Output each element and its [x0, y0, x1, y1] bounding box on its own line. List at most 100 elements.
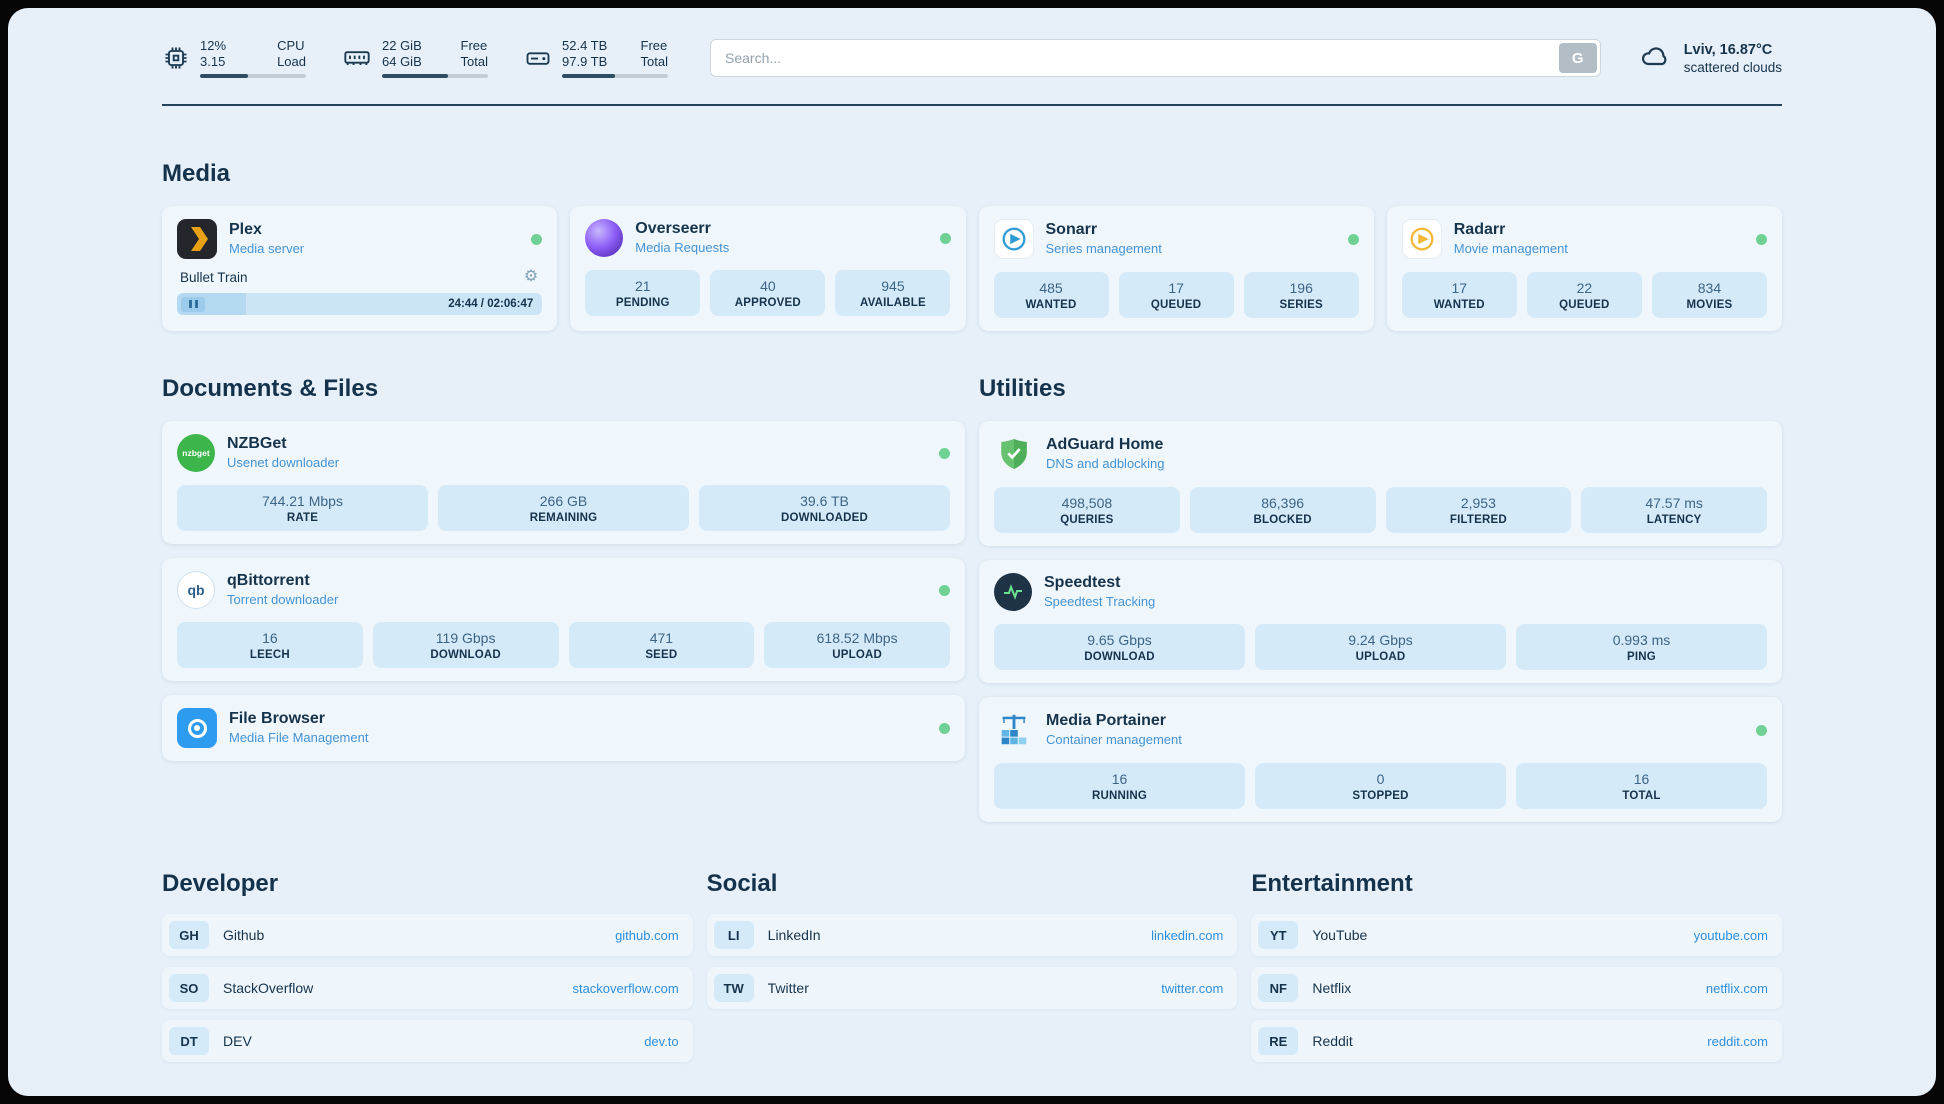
app-subtitle: Media Requests — [635, 240, 730, 256]
stat-label: DOWNLOAD — [430, 649, 501, 661]
bookmark-url[interactable]: stackoverflow.com — [572, 980, 679, 996]
app-subtitle: Container management — [1046, 732, 1182, 748]
bookmark-abbr: NF — [1258, 974, 1299, 1002]
app-name: Speedtest — [1044, 573, 1121, 591]
search-input[interactable] — [710, 39, 1601, 77]
radarr-icon — [1401, 219, 1442, 259]
bookmark-row[interactable]: GH Github github.com — [162, 914, 693, 956]
app-card-qbittorrent[interactable]: qb qBittorrent Torrent downloader 16 LEE — [162, 558, 965, 681]
bookmark-row[interactable]: YT YouTube youtube.com — [1251, 914, 1782, 956]
stat-box: 16 TOTAL — [1516, 763, 1767, 809]
disk-widget: 52.4 TB Free 97.9 TB Total — [524, 38, 668, 78]
stat-box: 0 STOPPED — [1255, 763, 1506, 809]
stat-box: 86,396 BLOCKED — [1189, 487, 1376, 533]
stat-label: QUERIES — [1060, 514, 1114, 526]
bookmark-list: YT YouTube youtube.com NF Netflix netfli… — [1251, 914, 1782, 1062]
bookmark-abbr: DT — [169, 1027, 209, 1055]
stat-label: BLOCKED — [1253, 514, 1312, 526]
bookmark-row[interactable]: SO StackOverflow stackoverflow.com — [162, 967, 693, 1009]
pause-icon[interactable] — [181, 296, 205, 312]
stat-value: 266 GB — [539, 493, 588, 509]
stat-value: 17 — [1168, 280, 1184, 296]
stat-row: 16 LEECH 119 Gbps DOWNLOAD 471 SEE — [177, 622, 950, 668]
app-card-radarr[interactable]: Radarr Movie management 17 WANTED 22 — [1386, 206, 1782, 331]
stat-box: 485 WANTED — [993, 272, 1109, 318]
bookmark-url[interactable]: twitter.com — [1161, 980, 1224, 996]
nzbget-icon: nzbget — [177, 434, 215, 472]
stat-value: 86,396 — [1261, 495, 1305, 511]
stat-label: FILTERED — [1449, 514, 1507, 526]
bookmark-row[interactable]: NF Netflix netflix.com — [1251, 967, 1782, 1009]
app-card-plex[interactable]: Plex Media server Bullet Train ⚙ 24:44 /… — [162, 206, 558, 331]
app-card-overseerr[interactable]: Overseerr Media Requests 21 PENDING — [570, 206, 966, 331]
bookmark-abbr: LI — [713, 921, 754, 949]
stat-value: 485 — [1039, 280, 1063, 296]
stat-value: 945 — [881, 278, 905, 294]
stat-box: 498,508 QUERIES — [994, 487, 1180, 533]
bookmark-name: YouTube — [1312, 927, 1368, 943]
stat-value: 22 — [1576, 280, 1593, 296]
app-card-portainer[interactable]: Media Portainer Container management 16 … — [979, 697, 1782, 822]
stat-label: QUEUED — [1150, 299, 1202, 311]
speedtest-icon — [994, 573, 1032, 611]
stat-value: 834 — [1697, 280, 1722, 296]
app-name: Plex — [229, 220, 262, 238]
stat-row: 16 RUNNING 0 STOPPED 16 TOTAL — [994, 763, 1767, 809]
cpu-usage-value: 12% — [200, 38, 227, 53]
stat-label: DOWNLOAD — [1084, 651, 1155, 663]
stat-box: 2,953 FILTERED — [1385, 487, 1572, 533]
ram-free-label: Free — [460, 38, 488, 53]
section-title-developer: Developer — [162, 870, 279, 897]
stat-row: 498,508 QUERIES 86,396 BLOCKED 2,953 — [994, 487, 1767, 533]
bookmark-url[interactable]: netflix.com — [1705, 980, 1768, 996]
weather-widget: Lviv, 16.87°C scattered clouds — [1637, 40, 1782, 77]
cpu-icon — [162, 44, 190, 72]
ram-widget: 22 GiB Free 64 GiB Total — [342, 38, 488, 78]
bookmark-url[interactable]: reddit.com — [1707, 1033, 1768, 1049]
utilities-column: Utilities AdGuard Home — [979, 331, 1782, 822]
app-card-adguard[interactable]: AdGuard Home DNS and adblocking 498,508 … — [979, 421, 1782, 546]
stat-value: 196 — [1289, 280, 1313, 296]
stat-value: 618.52 Mbps — [816, 630, 898, 646]
bookmark-row[interactable]: DT DEV dev.to — [162, 1020, 693, 1062]
stat-box: 744.21 Mbps RATE — [177, 485, 428, 531]
stat-value: 471 — [649, 630, 674, 646]
stat-label: MOVIES — [1686, 299, 1733, 311]
disk-progress-bar — [562, 74, 668, 78]
disk-free-value: 52.4 TB — [562, 38, 608, 53]
bookmark-url[interactable]: linkedin.com — [1151, 927, 1224, 943]
app-card-nzbget[interactable]: nzbget NZBGet Usenet downloader 744.21 M… — [162, 421, 965, 544]
app-card-speedtest[interactable]: Speedtest Speedtest Tracking 9.65 Gbps D… — [979, 560, 1782, 683]
documents-column: Documents & Files nzbget NZBGet Usenet d… — [162, 331, 965, 761]
bookmark-row[interactable]: RE Reddit reddit.com — [1251, 1020, 1782, 1062]
stat-box: 21 PENDING — [585, 270, 701, 316]
stat-label: UPLOAD — [832, 649, 882, 661]
stat-label: RUNNING — [1091, 790, 1148, 802]
bookmark-row[interactable]: TW Twitter twitter.com — [706, 967, 1238, 1009]
search-engine-button[interactable]: G — [1558, 43, 1597, 73]
app-name: NZBGet — [227, 434, 287, 452]
stat-box: 834 MOVIES — [1651, 272, 1767, 318]
ram-total-value: 64 GiB — [382, 54, 422, 69]
bookmark-abbr: TW — [713, 974, 754, 1002]
bookmark-url[interactable]: github.com — [615, 927, 679, 943]
bookmark-url[interactable]: youtube.com — [1693, 927, 1768, 943]
bookmark-row[interactable]: LI LinkedIn linkedin.com — [706, 914, 1238, 956]
section-title-entertainment: Entertainment — [1251, 870, 1413, 897]
bookmark-url[interactable]: dev.to — [644, 1033, 679, 1049]
playback-progress-bar[interactable]: 24:44 / 02:06:47 — [177, 293, 543, 315]
status-indicator — [939, 584, 950, 596]
app-name: File Browser — [229, 709, 326, 727]
status-indicator — [939, 447, 950, 459]
app-card-filebrowser[interactable]: File Browser Media File Management — [162, 695, 965, 761]
bookmark-abbr: SO — [169, 974, 209, 1002]
stat-box: 47.57 ms LATENCY — [1581, 487, 1767, 533]
stat-label: DOWNLOADED — [781, 512, 868, 524]
app-subtitle: Movie management — [1453, 241, 1568, 257]
stat-label: STOPPED — [1352, 790, 1409, 802]
stat-value: 119 Gbps — [435, 630, 496, 646]
bookmark-group-developer: Developer GH Github github.com SO StackO… — [162, 870, 693, 1073]
app-card-sonarr[interactable]: Sonarr Series management 485 WANTED — [978, 206, 1374, 331]
stat-value: 0 — [1376, 771, 1385, 787]
gear-icon[interactable]: ⚙ — [523, 268, 539, 285]
